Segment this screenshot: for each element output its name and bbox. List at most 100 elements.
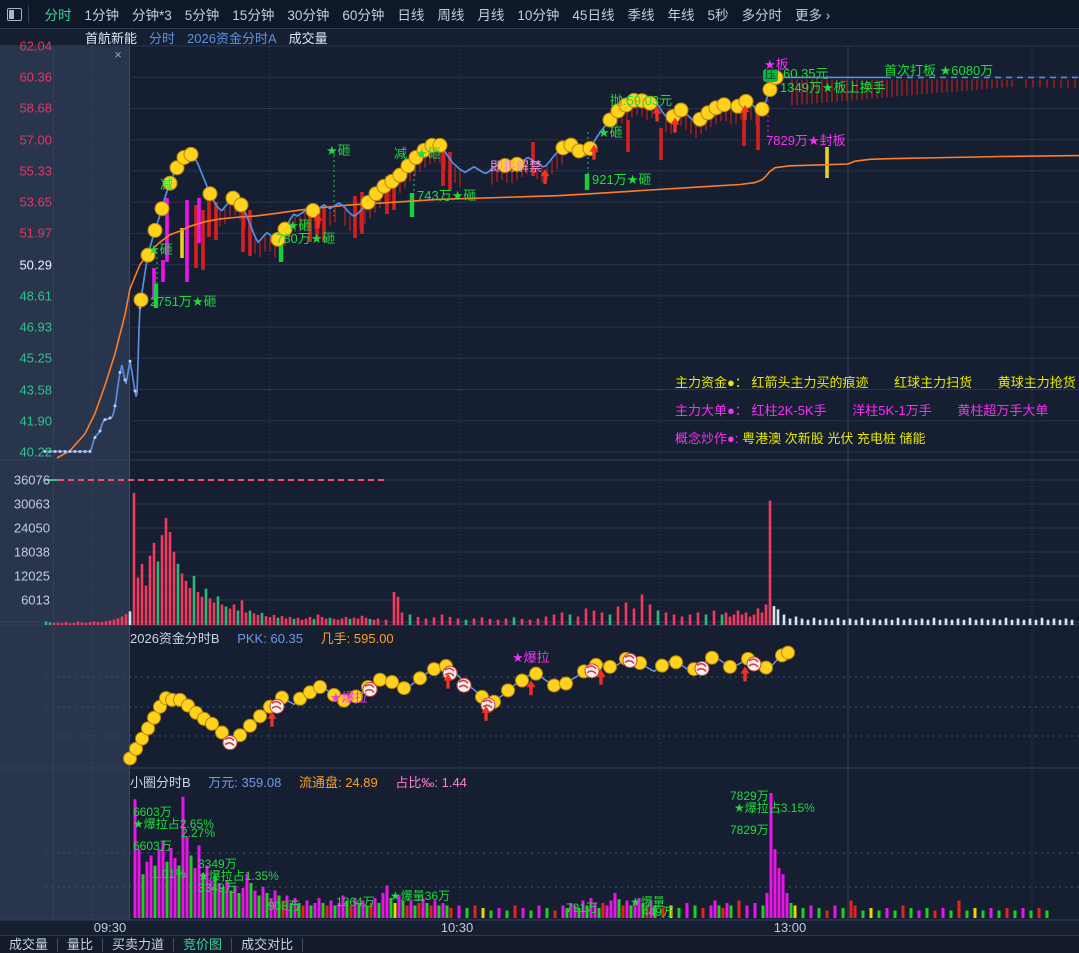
tab-yearly[interactable]: 年线 [667, 8, 695, 23]
volume-axis-label: 36076 [13, 472, 50, 488]
chart-svg[interactable] [0, 45, 1079, 935]
tab-liangbi[interactable]: 量比 [58, 937, 104, 952]
indicator-tabbar: 成交量 量比 买卖力道 竞价图 成交对比 [0, 935, 1079, 953]
price-axis-label: 40.22 [19, 444, 52, 460]
time-axis-label: 13:00 [773, 920, 807, 935]
chart-annotation: ★爆量 [630, 895, 665, 909]
legend: 主力资金●： 红箭头主力买的痕迹 红球主力扫货 黄球主力抢货 主力大单●： 红柱… [675, 376, 1076, 460]
chart-annotation: 60.35元 [783, 66, 829, 81]
legend-item: 粤港澳 次新股 光伏 充电桩 储能 [742, 431, 926, 446]
chart-title-bar: 首航新能 分时 2026资金分时A 成交量 [0, 29, 1079, 46]
pane3-indicator-name[interactable]: 2026资金分时B [130, 631, 220, 646]
chart-annotation: 首次打板 ★6080万 [884, 63, 994, 78]
tab-45day[interactable]: 45日线 [572, 8, 615, 23]
chart-annotation: 908万 [268, 899, 301, 913]
pane3-jishou-value: 595.00 [353, 631, 394, 646]
pane4-indicator-name[interactable]: 小圈分时B [130, 775, 191, 790]
price-axis-label: 55.33 [19, 163, 52, 179]
chart-annotation: 791万 [566, 901, 599, 915]
tab-15min[interactable]: 15分钟 [232, 8, 275, 23]
legend-item: 洋柱5K-1万手 [852, 403, 932, 418]
tab-volume[interactable]: 成交量 [0, 937, 59, 952]
tab-min3[interactable]: 分钟*3 [132, 8, 172, 23]
tab-5min[interactable]: 5分钟 [184, 8, 220, 23]
volume-axis-label: 18038 [13, 544, 50, 560]
chart-annotation: 743万★砸 [417, 188, 477, 203]
chart-annotation: ★爆量36万 [390, 889, 451, 903]
chart-annotation: 即将解禁 [490, 159, 543, 174]
chart-annotation: 6603万 [133, 805, 172, 819]
pane4-liutongpan-label: 流通盘: [298, 775, 342, 790]
time-axis-label: 09:30 [93, 920, 127, 935]
tab-10min[interactable]: 10分钟 [517, 8, 560, 23]
price-axis-label: 60.36 [19, 69, 52, 85]
price-axis-label: 57.00 [19, 132, 52, 148]
chart-annotation: 减 [160, 177, 174, 192]
legend-item: 黄球主力抢货 [997, 375, 1076, 390]
price-axis-label: 45.25 [19, 350, 52, 366]
period-label[interactable]: 分时 [149, 30, 176, 46]
chart-annotation: 7829万 [730, 823, 769, 837]
pane4-zhanbi-value: 1.44 [441, 775, 467, 790]
panel-toggle-icon[interactable] [7, 7, 22, 21]
tab-volume-compare[interactable]: 成交对比 [232, 937, 304, 952]
chart-annotation: 7829万★封板 [766, 133, 846, 148]
pane4-wanyuan-value: 359.08 [241, 775, 282, 790]
tab-multi-fenshi[interactable]: 多分时 [741, 8, 782, 23]
tab-auction-chart[interactable]: 竞价图 [174, 937, 233, 952]
chart-annotation: 780万★砸 [276, 231, 336, 246]
legend-item: 红箭头主力买的痕迹 [751, 375, 869, 390]
chart-annotation: 3349万 [198, 881, 237, 895]
tab-60min[interactable]: 60分钟 [342, 8, 385, 23]
chart-annotation: 6603万 [133, 839, 172, 853]
chart-annotation-badge: 压 [763, 69, 778, 82]
legend-label: 主力大单●： [675, 403, 748, 418]
tab-fenshi[interactable]: 分时 [44, 8, 72, 23]
pane3-pkk-value: 60.35 [270, 631, 304, 646]
chart-annotation: 7829万 [730, 789, 769, 803]
tab-1min[interactable]: 1分钟 [84, 8, 120, 23]
legend-item: 红柱2K-5K手 [751, 403, 827, 418]
tab-buy-sell-force[interactable]: 买卖力道 [103, 937, 175, 952]
price-axis-label: 43.58 [19, 382, 52, 398]
legend-label: 概念炒作●: [675, 431, 739, 446]
tab-5sec[interactable]: 5秒 [707, 8, 729, 23]
chart-annotation: 1.01% [152, 867, 187, 881]
tab-weekly[interactable]: 周线 [437, 8, 465, 23]
chart-annotation: 2751万★砸 [150, 294, 217, 309]
tab-quarterly[interactable]: 季线 [627, 8, 655, 23]
chart-annotation: 减 [394, 146, 408, 161]
pane4-zhanbi-label: 占比‰: [395, 775, 438, 790]
chart-annotation: ★爆拉 [330, 690, 368, 705]
price-axis-label: 51.97 [19, 225, 52, 241]
indicator-a-label[interactable]: 2026资金分时A [187, 30, 277, 46]
chart-annotation: ★板 [764, 57, 789, 72]
tab-monthly[interactable]: 月线 [477, 8, 505, 23]
chart-annotation: 2.27% [181, 826, 216, 840]
chart-annotation: ★砸 [416, 146, 441, 161]
tab-daily[interactable]: 日线 [397, 8, 425, 23]
pane4-liutongpan-value: 24.89 [345, 775, 378, 790]
volume-axis-label: 6013 [21, 592, 50, 608]
stock-name[interactable]: 首航新能 [85, 30, 138, 46]
chart-annotation: ★砸 [598, 125, 623, 140]
pane3-pkk-label: PKK: [237, 631, 267, 646]
pane3-jishou-label: 几手: [320, 631, 351, 646]
chart-annotation: 1349万★板上换手 [780, 80, 886, 95]
chart-annotation: 449万 [642, 905, 675, 919]
volume-indicator-label[interactable]: 成交量 [288, 30, 328, 46]
chart-annotation: ★砸 [287, 218, 312, 233]
pane4-wanyuan-label: 万元: [208, 775, 238, 790]
close-icon[interactable]: × [114, 47, 122, 62]
chart-annotation: 3349万 [198, 857, 237, 871]
pane4-header: 小圈分时B 万元: 359.08 流通盘: 24.89 占比‰: 1.44 [130, 772, 467, 791]
legend-item: 黄柱超万手大单 [957, 403, 1049, 418]
more-menu[interactable]: 更多 › [794, 8, 831, 23]
price-axis-label: 46.93 [19, 319, 52, 335]
tab-30min[interactable]: 30分钟 [287, 8, 330, 23]
chart-annotation: ★爆拉 [512, 650, 550, 665]
chart-canvas[interactable]: × 62.04 60.36 58.68 57.00 55.33 53.65 51… [0, 39, 1079, 935]
time-axis-label: 10:30 [440, 920, 474, 935]
chart-annotation: ★爆拉占3.15% [734, 801, 815, 815]
